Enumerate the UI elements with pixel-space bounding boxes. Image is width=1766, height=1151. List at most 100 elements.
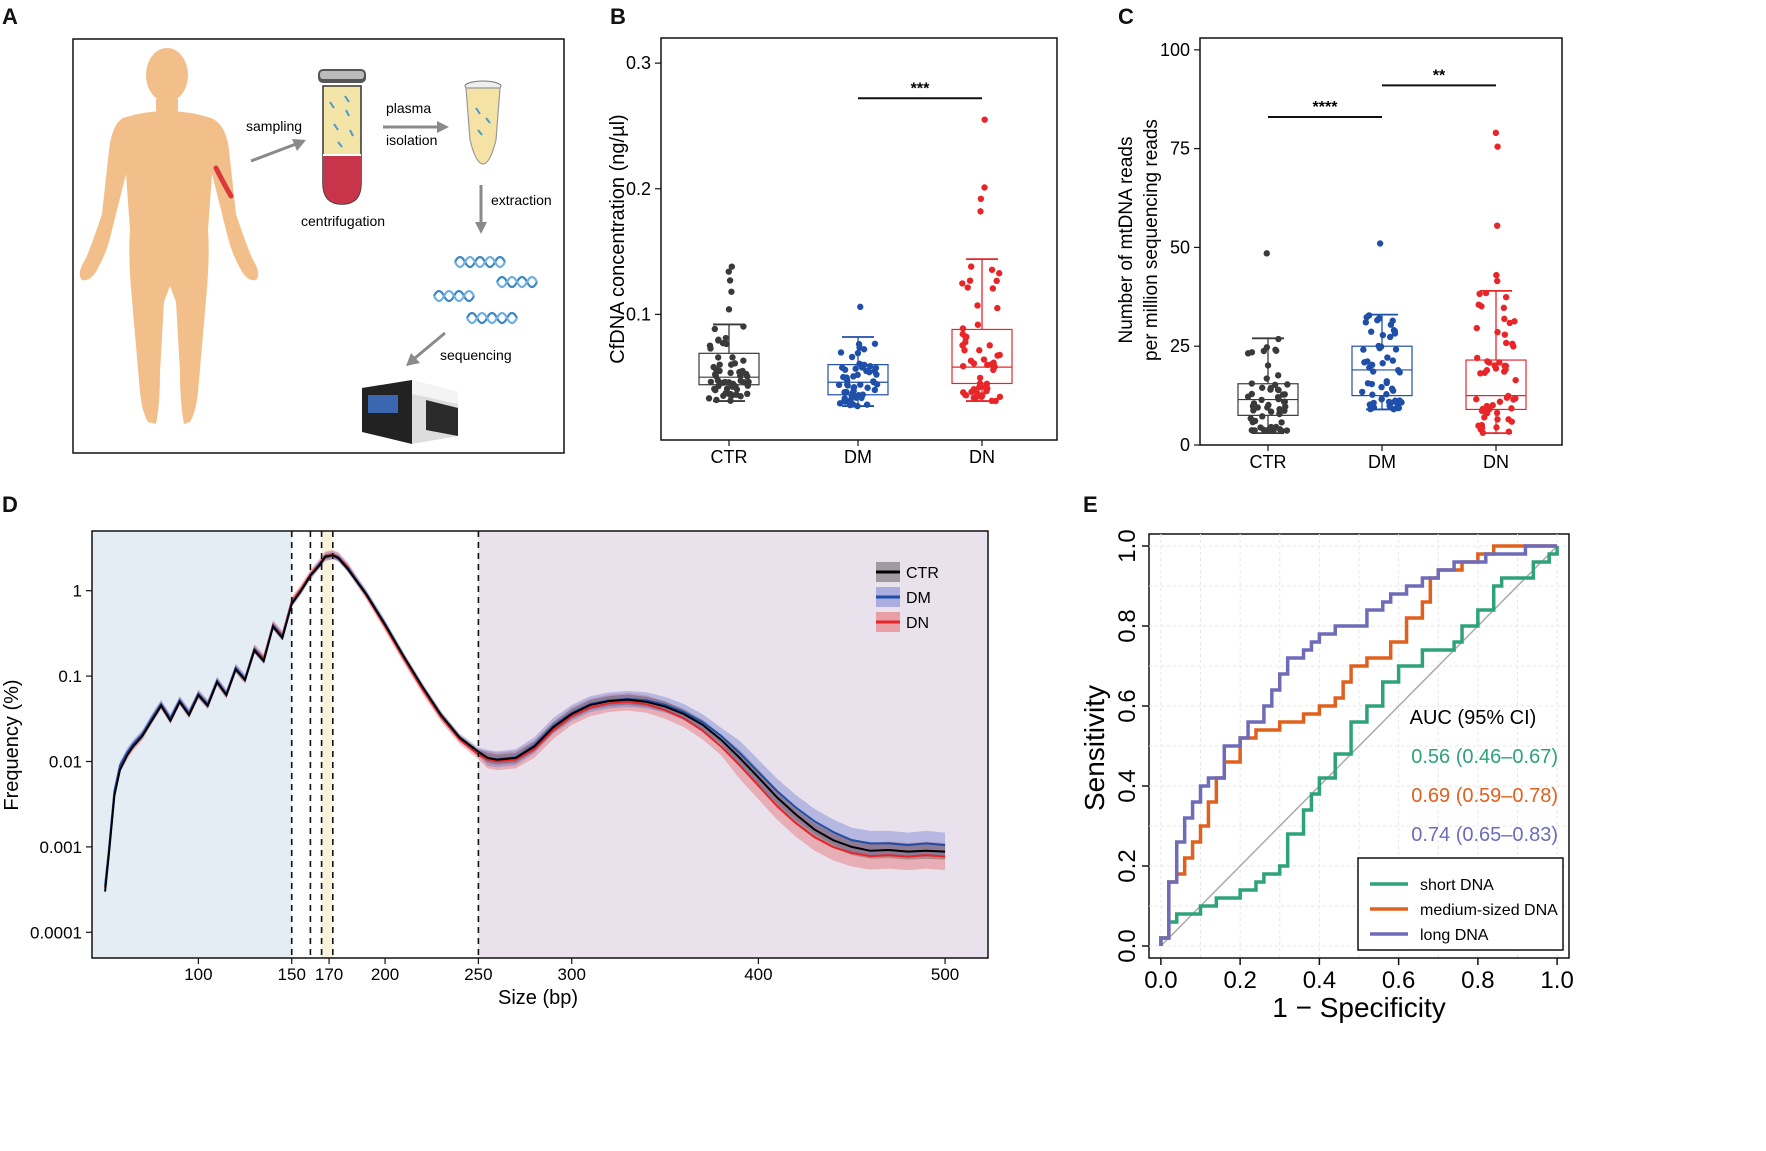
- data-point: [1496, 359, 1503, 366]
- data-point: [1267, 423, 1275, 431]
- auc-long-dna: 0.74 (0.65–0.83): [1411, 824, 1558, 846]
- data-point: [1493, 424, 1500, 431]
- series-line-CTR: [104, 554, 946, 892]
- data-point: [1478, 303, 1485, 310]
- label-sequencing: sequencing: [440, 347, 512, 363]
- data-point: [854, 402, 861, 410]
- shaded-region: [92, 531, 292, 958]
- data-point: [741, 379, 748, 386]
- arrow-icon: [475, 185, 487, 234]
- data-point: [872, 364, 880, 372]
- data-point: [1391, 327, 1398, 335]
- data-point: [844, 382, 851, 389]
- data-point: [852, 365, 859, 372]
- data-point: [740, 357, 747, 364]
- significance-label: **: [1433, 67, 1446, 84]
- data-point: [986, 342, 993, 349]
- x-tick-label: 0.6: [1382, 967, 1415, 994]
- outlier-point: [977, 195, 985, 202]
- data-point: [1383, 391, 1390, 398]
- data-point: [1502, 293, 1510, 301]
- data-point: [1258, 384, 1266, 391]
- data-point: [1283, 427, 1291, 434]
- data-point: [1493, 409, 1501, 417]
- data-point: [1389, 357, 1397, 364]
- data-point: [1284, 381, 1291, 388]
- x-tick-label: 0.4: [1303, 967, 1336, 994]
- panel-e-roc: 0.0 0.2 0.4 0.6 0.8 1.0 0.0 0.2 0.4 0.6 0.8 1.0 shor…: [1079, 529, 1574, 1023]
- shaded-region: [321, 531, 333, 958]
- y-tick-label: 0.0: [1114, 929, 1141, 962]
- data-point: [1260, 426, 1268, 434]
- x-tick-label: 200: [371, 965, 399, 984]
- data-point: [1267, 384, 1274, 392]
- data-point: [740, 323, 747, 330]
- data-point: [1388, 385, 1396, 392]
- data-point: [959, 389, 967, 396]
- data-point: [1392, 346, 1400, 353]
- data-point: [979, 392, 986, 399]
- panel-letter-a: A: [2, 4, 18, 29]
- data-point: [1281, 398, 1289, 405]
- auc-header: AUC (95% CI): [1410, 707, 1537, 729]
- data-point: [1375, 342, 1382, 350]
- y-tick-label: 0.6: [1114, 689, 1141, 722]
- data-point: [711, 325, 719, 333]
- data-point: [847, 401, 854, 409]
- data-point: [1363, 314, 1370, 321]
- data-point: [1384, 354, 1391, 361]
- data-point: [1476, 290, 1483, 298]
- data-point: [744, 390, 751, 398]
- data-point: [1511, 318, 1518, 325]
- data-point: [1501, 368, 1508, 375]
- x-tick-label: 400: [744, 965, 772, 984]
- arrow-icon: [406, 331, 446, 366]
- data-point: [1273, 347, 1280, 354]
- data-point: [1374, 316, 1381, 324]
- data-point: [841, 397, 848, 405]
- data-point: [1379, 331, 1387, 339]
- data-point: [961, 347, 968, 354]
- x-tick-label: 150: [278, 965, 306, 984]
- label-plasma: plasma: [386, 100, 431, 116]
- panel-b-cfdna-boxplot: CfDNA concentration (ng/µl) 0.1 0.2 0.3 CTR…: [607, 37, 1058, 467]
- data-point: [843, 374, 850, 381]
- x-tick-label: 0.2: [1223, 967, 1256, 994]
- data-point: [1263, 344, 1271, 351]
- data-point: [959, 362, 967, 370]
- outlier-point: [726, 277, 734, 284]
- data-point: [1501, 331, 1509, 338]
- data-point: [707, 378, 715, 386]
- data-point: [1502, 339, 1510, 347]
- legend-label: short DNA: [1420, 877, 1494, 894]
- data-point: [1264, 362, 1272, 369]
- data-point: [1249, 402, 1257, 410]
- panel-letter-e: E: [1083, 492, 1098, 517]
- vein-mark: [213, 165, 234, 199]
- label-centrifugation: centrifugation: [301, 213, 385, 229]
- data-point: [1473, 324, 1480, 332]
- data-point: [1276, 410, 1283, 417]
- data-point: [1492, 365, 1500, 372]
- y-tick-label: 1: [73, 582, 82, 601]
- outlier-point: [857, 303, 864, 311]
- x-tick-label: DN: [969, 447, 995, 467]
- data-point: [994, 304, 1001, 312]
- label-extraction: extraction: [491, 192, 552, 208]
- x-axis-label: 1 − Specificity: [1272, 992, 1446, 1023]
- data-point: [1275, 395, 1282, 403]
- data-point: [1279, 391, 1287, 398]
- data-point: [1386, 333, 1394, 341]
- outlier-point: [981, 116, 988, 123]
- panel-letter-d: D: [2, 492, 18, 517]
- data-point: [1386, 402, 1393, 410]
- auc-short-dna: 0.56 (0.46–0.67): [1411, 746, 1558, 768]
- legend-label: CTR: [906, 565, 939, 582]
- sequencer-icon: [362, 380, 458, 444]
- x-tick-label: DM: [1368, 452, 1396, 472]
- data-point: [716, 361, 723, 368]
- data-point: [857, 381, 864, 388]
- data-point: [722, 334, 730, 342]
- data-point: [1267, 408, 1275, 415]
